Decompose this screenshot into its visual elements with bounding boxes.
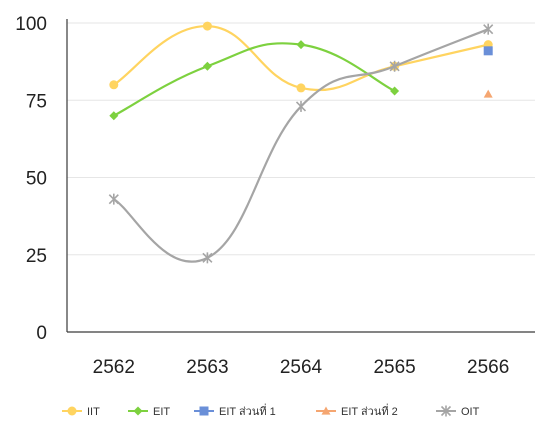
data-point-oit	[202, 252, 213, 264]
y-tick-label: 75	[26, 91, 47, 112]
x-tick-label: 2564	[280, 357, 323, 378]
data-point-eit-2	[483, 89, 493, 98]
series-eit	[109, 40, 400, 121]
legend-item: OIT	[436, 405, 480, 418]
series-iit	[109, 21, 493, 93]
legend-label: OIT	[461, 406, 480, 418]
legend-marker	[133, 406, 143, 416]
series-line-eit	[113, 42, 396, 117]
legend-item: EIT ส่วนที่ 1	[194, 403, 276, 418]
series-eit-1	[483, 46, 493, 56]
y-tick-label: 50	[26, 169, 47, 190]
gridlines	[67, 22, 535, 256]
legend-label: IIT	[87, 406, 100, 418]
series-line-iit	[113, 24, 489, 92]
data-point-iit	[202, 21, 212, 31]
data-point-eit	[296, 40, 306, 50]
legend-label: EIT ส่วนที่ 2	[341, 403, 398, 418]
data-point-eit-1	[483, 46, 493, 56]
legend-marker	[321, 406, 331, 415]
x-tick-label: 2563	[186, 357, 228, 378]
series	[108, 21, 494, 264]
legend-marker	[199, 406, 209, 416]
data-point-iit	[109, 80, 119, 90]
legend-marker	[440, 405, 452, 417]
data-point-oit	[295, 100, 307, 112]
legend-item: IIT	[62, 406, 100, 418]
data-point-eit	[202, 61, 212, 71]
data-point-iit	[296, 83, 306, 93]
legend-item: EIT ส่วนที่ 2	[316, 403, 398, 418]
x-tick-label: 2565	[373, 357, 415, 378]
legend: IIT EIT EIT ส่วนที่ 1 EIT ส่วนที่ 2 OIT	[62, 403, 480, 418]
axes: 0 25 50 75 100 2562 2563 2564 2565 2566	[15, 14, 535, 378]
legend-item: EIT	[128, 406, 170, 418]
series-eit-2	[483, 89, 493, 98]
y-tick-label: 25	[26, 246, 47, 267]
y-tick-label: 100	[15, 14, 47, 35]
legend-marker	[67, 406, 77, 416]
series-oit	[108, 23, 494, 264]
x-tick-label: 2562	[93, 357, 135, 378]
x-tick-label: 2566	[467, 357, 509, 378]
data-point-oit	[108, 193, 119, 205]
y-tick-label: 0	[36, 323, 47, 344]
legend-label: EIT ส่วนที่ 1	[219, 403, 276, 418]
data-point-oit	[389, 60, 400, 72]
data-point-eit	[390, 86, 400, 96]
series-line-oit	[113, 28, 489, 263]
data-point-eit	[109, 111, 119, 121]
legend-label: EIT	[153, 406, 170, 418]
data-point-oit	[483, 23, 494, 35]
